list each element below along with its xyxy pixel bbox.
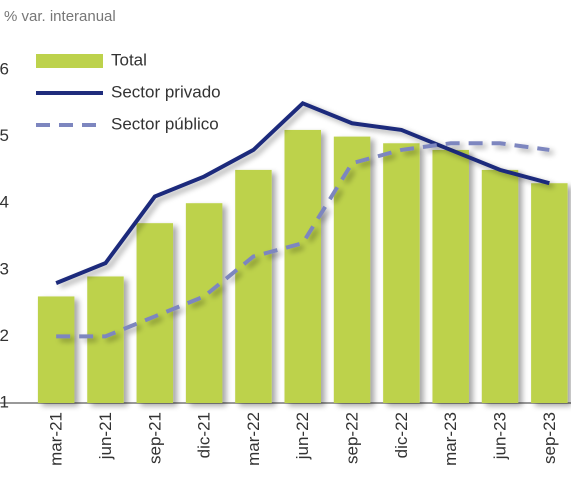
legend-label: Sector público: [111, 114, 219, 133]
axis-label: % var. interanual: [4, 8, 116, 25]
bar: [87, 276, 124, 403]
bar-group: [37, 129, 568, 403]
y-tick-label: 3: [0, 259, 9, 278]
x-tick-label: jun-23: [491, 412, 510, 460]
bar: [284, 129, 321, 403]
bar: [383, 143, 420, 403]
y-tick-label: 6: [0, 59, 9, 78]
y-tick-label: 5: [0, 126, 9, 145]
x-tick-label: dic-21: [195, 412, 214, 458]
y-tick-label: 4: [0, 193, 9, 212]
y-tick-label: 1: [0, 392, 9, 411]
bar: [333, 136, 371, 403]
x-tick-label: jun-21: [96, 412, 115, 460]
bar: [235, 169, 272, 403]
line: [55, 100, 550, 285]
x-tick-label: jun-22: [293, 412, 312, 460]
x-tick-label: mar-22: [244, 412, 263, 466]
x-tick-label: mar-21: [47, 412, 66, 466]
bar: [531, 183, 568, 403]
x-tick-label: sep-23: [540, 412, 559, 464]
x-tick-label: mar-23: [441, 412, 460, 466]
x-tick-label: dic-22: [392, 412, 411, 458]
bar: [37, 296, 75, 403]
x-tick-label: sep-22: [343, 412, 362, 464]
bar: [432, 149, 469, 403]
legend-label: Total: [111, 50, 147, 69]
y-tick-label: 2: [0, 326, 9, 345]
bar: [481, 169, 519, 403]
legend-label: Sector privado: [111, 82, 221, 101]
legend-swatch: [36, 54, 103, 68]
x-tick-label: sep-21: [145, 412, 164, 464]
